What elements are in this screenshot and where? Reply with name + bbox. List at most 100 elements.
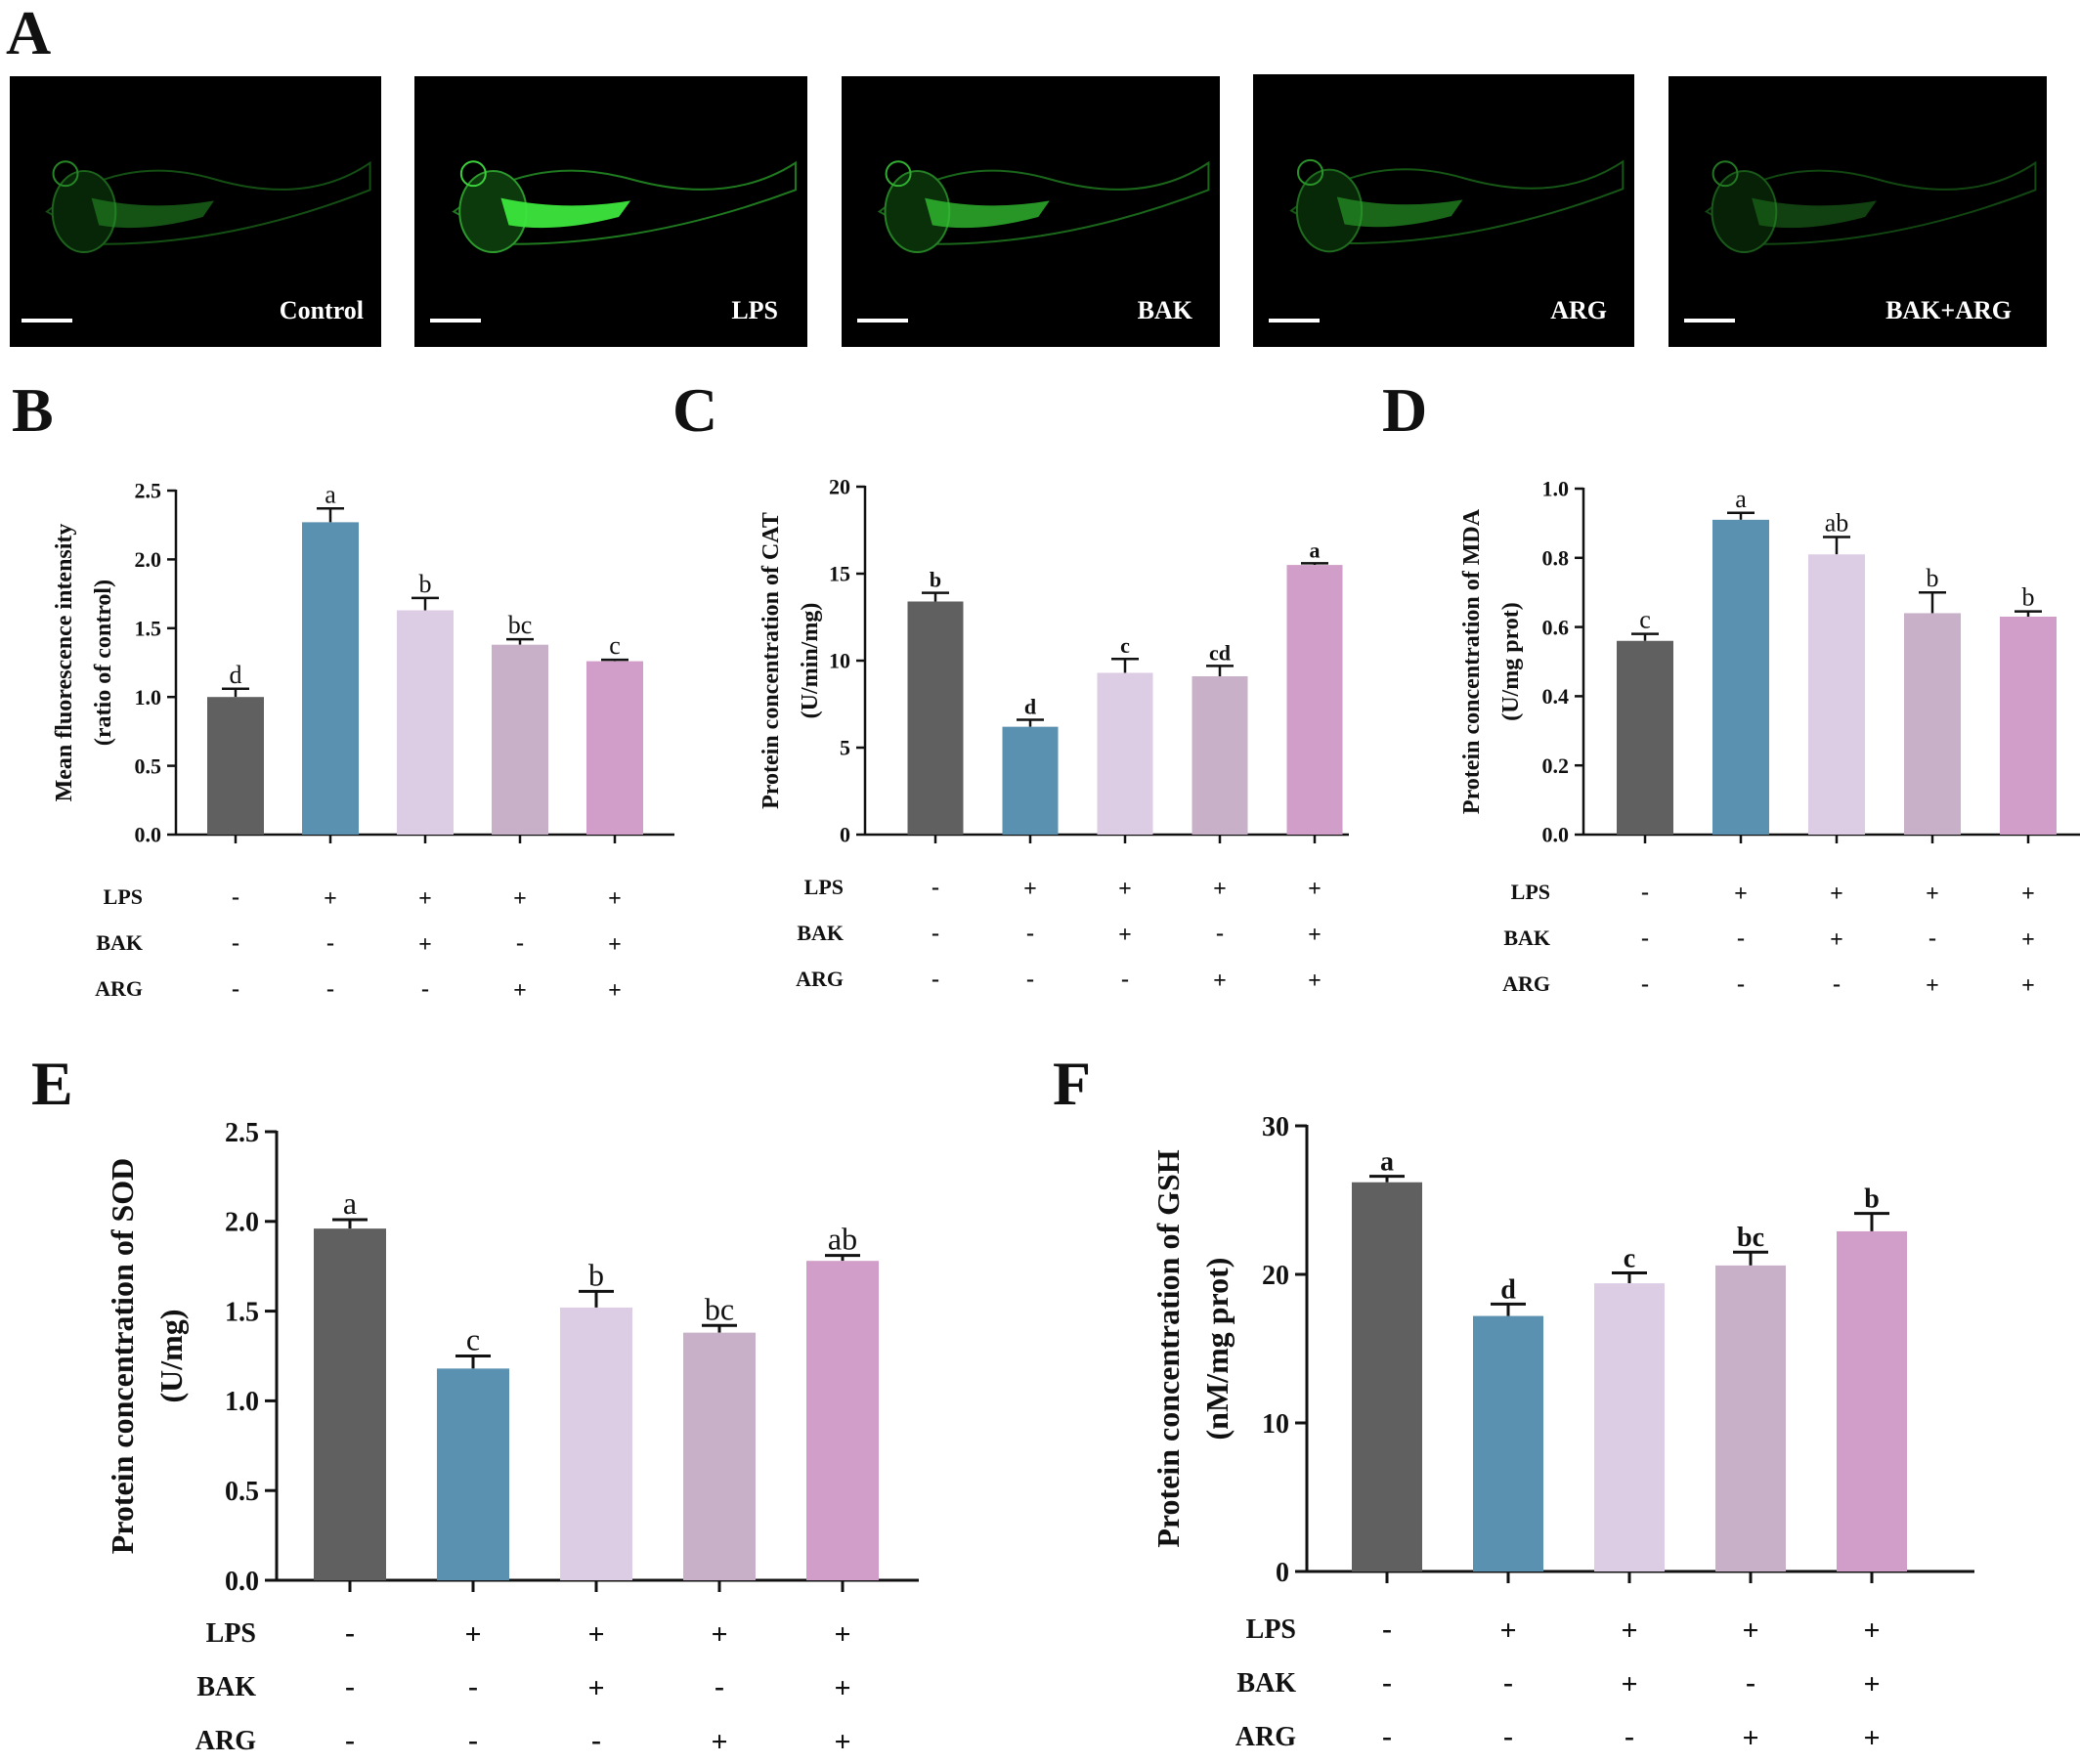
y-axis-label: (ratio of control) [91,580,116,746]
chart-f-gsh: 0 10 20 30 a d c bc b Protein concentration of GS… [1150,1112,1974,1754]
treatment-label: BAK [1503,925,1550,950]
micrograph-bak: BAK [842,76,1220,347]
significance-letter: d [1024,695,1036,719]
treatment-label: BAK [96,930,143,955]
treatment-sign: + [2021,927,2035,953]
y-tick-label: 30 [1262,1112,1289,1142]
significance-letter: a [1310,538,1321,562]
micrograph-label: LPS [731,296,778,324]
significance-letter: b [1927,564,1939,592]
y-axis-label: (U/mg) [153,1310,189,1403]
larva-eye [1296,158,1324,186]
y-tick-label: 0.0 [225,1567,259,1597]
larva [1704,160,2037,254]
treatment-sign: + [1499,1614,1516,1647]
treatment-sign: + [418,932,432,958]
y-tick-label: 0 [840,823,850,847]
treatment-sign: - [345,1724,355,1756]
chart-e-sod: 0.0 0.5 1.0 1.5 2.0 2.5 a c b bc ab Protein concent… [105,1118,919,1758]
treatment-sign: - [1382,1666,1392,1699]
micrograph-label: BAK [1137,296,1192,324]
y-axis-label: (nM/mg prot) [1199,1258,1235,1441]
significance-letter: bc [1737,1223,1764,1253]
scale-bar [1684,319,1735,323]
treatment-label: ARG [1502,971,1550,996]
treatment-sign: + [1863,1668,1880,1700]
treatment-sign: - [1641,925,1649,951]
y-axis-label: (U/mg prot) [1498,602,1524,721]
micrograph-control: Control [10,76,381,347]
larva [877,160,1210,254]
y-axis-label: Protein concentration of SOD [105,1158,140,1555]
treatment-label: LPS [804,875,844,899]
micrograph-label: ARG [1550,296,1607,324]
treatment-label: ARG [1235,1722,1296,1752]
significance-letter: b [419,570,432,598]
treatment-sign: + [1023,877,1037,902]
larva-head [1295,168,1364,253]
y-tick-label: 0 [1276,1558,1289,1588]
treatment-sign: + [513,886,527,912]
treatment-sign: - [326,930,334,956]
treatment-sign: - [468,1724,478,1756]
treatment-sign: - [1641,971,1649,997]
larva-outline [45,160,371,245]
treatment-sign: + [1308,877,1322,902]
treatment-sign: + [464,1618,481,1651]
treatment-sign: + [1621,1668,1637,1700]
treatment-sign: + [1926,882,1939,907]
treatment-sign: + [834,1672,850,1704]
y-tick-label: 0.5 [135,753,162,778]
significance-letter: b [930,568,941,592]
y-axis-label: (U/min/mg) [798,603,823,719]
micrograph-arg: ARG [1253,74,1634,347]
bar [1837,1230,1907,1571]
treatment-sign: - [421,976,429,1002]
treatment-sign: + [1830,882,1843,907]
larva-gut-fluorescence [1336,196,1463,228]
y-tick-label: 0.5 [225,1477,259,1507]
treatment-sign: + [1742,1722,1758,1754]
treatment-sign: + [834,1726,850,1758]
bar [1473,1315,1543,1571]
treatment-sign: + [1830,927,1843,953]
y-tick-label: 1.0 [135,685,162,710]
bar [437,1368,509,1580]
significance-letter: b [2022,583,2035,612]
bar [207,697,264,835]
larva-fluorescence-control [45,160,371,254]
treatment-sign: - [345,1670,355,1702]
treatment-sign: - [232,930,239,956]
bar [1286,565,1343,835]
y-tick-label: 2.0 [135,547,162,572]
treatment-label: BAK [196,1672,256,1702]
treatment-sign: - [516,930,524,956]
scale-bar [857,319,908,323]
treatment-sign: + [1308,923,1322,948]
significance-letter: a [1380,1147,1394,1178]
treatment-label: LPS [104,884,143,909]
treatment-sign: - [1026,921,1034,946]
bar [1002,726,1059,835]
significance-letter: a [1735,485,1747,513]
panel-letter-e: E [31,1049,73,1118]
larva [45,160,371,254]
treatment-label: ARG [195,1726,256,1756]
bar [907,601,964,835]
treatment-sign: - [1503,1666,1513,1699]
larva-gut-fluorescence [1752,197,1877,229]
significance-letter: bc [705,1291,734,1326]
treatment-sign: + [1621,1614,1637,1647]
significance-letter: d [1500,1274,1516,1305]
larva-eye [1712,160,1739,188]
y-tick-label: 2.5 [135,479,162,503]
chart-d-mda: 0.0 0.2 0.4 0.6 0.8 1.0 c a ab b b Protein concentr… [1459,477,2080,999]
bar [1352,1182,1422,1571]
treatment-sign: - [1216,921,1224,946]
treatment-sign: - [932,875,939,900]
larva-eye [52,160,79,188]
treatment-sign: + [608,886,622,912]
significance-letter: a [343,1185,357,1221]
chart-c-cat: 0 5 10 15 20 b d c cd a Protein concentration of C… [758,475,1349,994]
